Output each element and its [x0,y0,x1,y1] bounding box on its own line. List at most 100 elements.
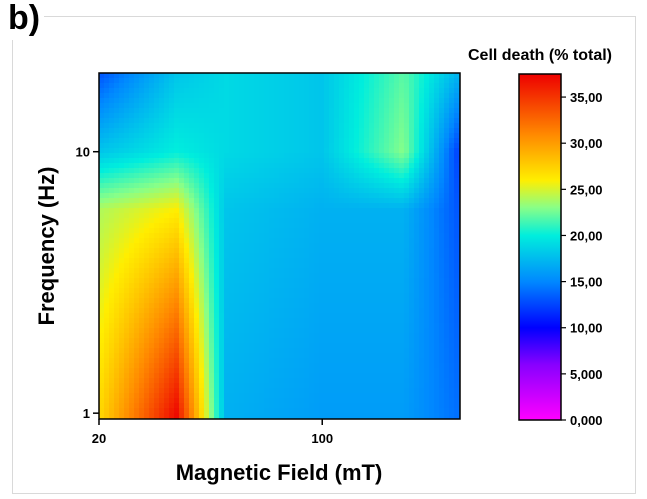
heatmap-cell [344,148,350,154]
heatmap-cell [154,238,160,244]
heatmap-cell [169,83,175,89]
heatmap-cell [239,213,245,219]
heatmap-cell [354,178,360,184]
heatmap-cell [349,328,355,334]
heatmap-cell [124,398,130,404]
heatmap-cell [409,203,415,209]
heatmap-cell [264,193,270,199]
heatmap-cell [259,318,265,324]
heatmap-cell [244,73,250,79]
heatmap-cell [394,128,400,134]
heatmap-cell [149,408,155,414]
heatmap-cell [454,118,460,124]
heatmap-cell [124,313,130,319]
heatmap-cell [434,238,440,244]
heatmap-cell [259,288,265,294]
heatmap-cell [204,353,210,359]
heatmap-cell [179,123,185,129]
heatmap-cell [374,123,380,129]
heatmap-cell [394,78,400,84]
heatmap-cell [99,168,105,174]
heatmap-cell [284,378,290,384]
heatmap-cell [289,173,295,179]
heatmap-cell [249,398,255,404]
heatmap-cell [454,198,460,204]
heatmap-cell [259,198,265,204]
heatmap-cell [379,238,385,244]
heatmap-cell [414,268,420,274]
heatmap-cell [204,303,210,309]
heatmap-cell [204,108,210,114]
heatmap-cell [389,213,395,219]
heatmap-cell [144,388,150,394]
heatmap-cell [434,163,440,169]
heatmap-cell [369,258,375,264]
heatmap-cell [264,388,270,394]
heatmap-cell [254,368,260,374]
heatmap-cell [444,288,450,294]
heatmap-cell [394,273,400,279]
heatmap-cell [354,268,360,274]
heatmap-cell [314,168,320,174]
heatmap-cell [199,258,205,264]
heatmap-cell [274,163,280,169]
heatmap-cell [229,358,235,364]
heatmap-cell [304,278,310,284]
heatmap-cell [359,263,365,269]
heatmap-cell [149,108,155,114]
heatmap-cell [439,278,445,284]
heatmap-cell [314,113,320,119]
heatmap-cell [334,358,340,364]
heatmap-cell [194,293,200,299]
heatmap-cell [174,218,180,224]
heatmap-cell [299,408,305,414]
heatmap-cell [454,168,460,174]
heatmap-cell [269,93,275,99]
heatmap-cell [354,128,360,134]
heatmap-cell [254,253,260,259]
heatmap-cell [454,158,460,164]
heatmap-cell [364,303,370,309]
heatmap-cell [174,253,180,259]
heatmap-cell [259,403,265,409]
heatmap-cell [409,233,415,239]
heatmap-cell [384,98,390,104]
heatmap-cell [169,118,175,124]
heatmap-cell [394,88,400,94]
heatmap-cell [349,108,355,114]
heatmap-cell [164,153,170,159]
heatmap-cell [164,83,170,89]
heatmap-cell [284,283,290,289]
heatmap-cell [159,168,165,174]
heatmap-cell [134,183,140,189]
heatmap-cell [329,303,335,309]
heatmap-cell [259,108,265,114]
heatmap-cell [264,318,270,324]
heatmap-cell [144,178,150,184]
heatmap-cell [269,153,275,159]
heatmap-cell [174,228,180,234]
heatmap-cell [239,88,245,94]
heatmap-cell [229,113,235,119]
heatmap-cell [209,203,215,209]
heatmap-cell [119,133,125,139]
heatmap-cell [329,83,335,89]
heatmap-cell [219,358,225,364]
heatmap-cell [264,403,270,409]
heatmap-cell [199,348,205,354]
heatmap-cell [449,188,455,194]
heatmap-cell [189,218,195,224]
heatmap-cell [294,348,300,354]
heatmap-cell [139,408,145,414]
heatmap-cell [324,98,330,104]
heatmap-cell [194,328,200,334]
heatmap-cell [189,363,195,369]
heatmap-cell [174,198,180,204]
heatmap-cell [364,318,370,324]
heatmap-cell [444,368,450,374]
heatmap-cell [269,293,275,299]
heatmap-cell [229,233,235,239]
heatmap-cell [404,358,410,364]
heatmap-cell [169,268,175,274]
heatmap-cell [324,208,330,214]
